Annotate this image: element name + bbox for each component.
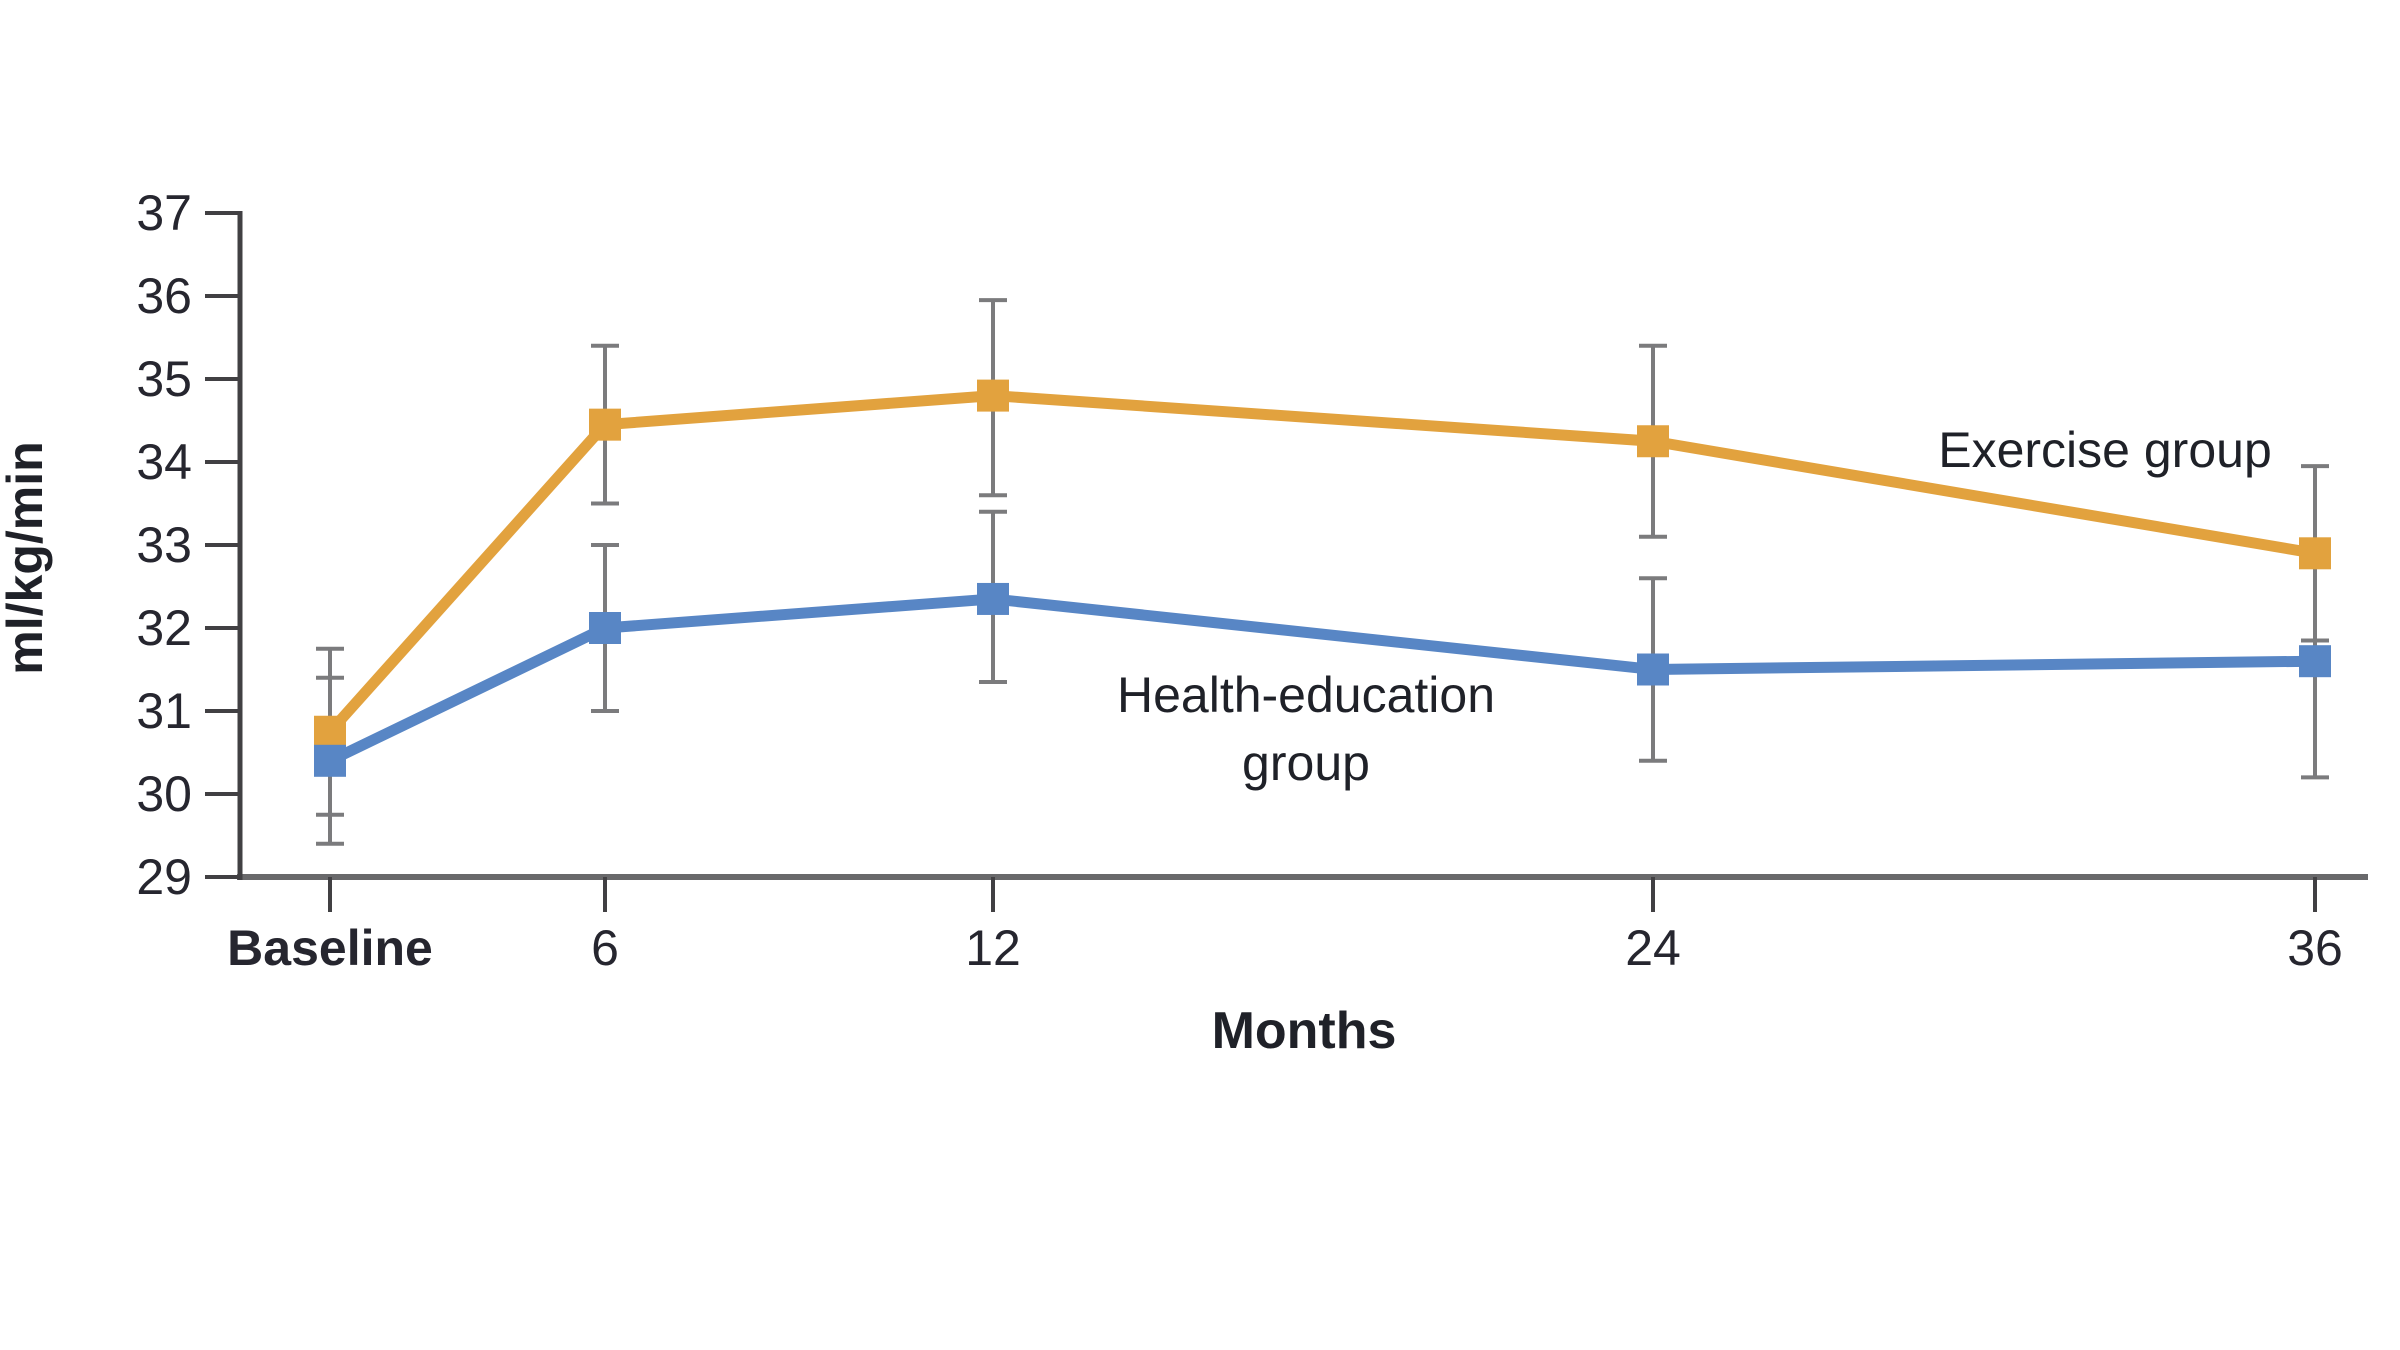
y-tick-label: 32 xyxy=(136,600,192,656)
y-tick-label: 36 xyxy=(136,268,192,324)
x-tick-label: 24 xyxy=(1625,920,1681,976)
annotation-health-education-group: Health-education xyxy=(1117,667,1495,723)
marker-health-education xyxy=(1637,653,1669,686)
y-tick-label: 34 xyxy=(136,434,192,490)
marker-exercise xyxy=(1637,425,1669,458)
marker-exercise xyxy=(2299,537,2331,570)
annotation-exercise-group: Exercise group xyxy=(1938,422,2272,478)
marker-health-education xyxy=(2299,645,2331,678)
y-axis-title: ml/kg/min xyxy=(0,441,53,674)
x-tick-label: 6 xyxy=(591,920,619,976)
y-tick-label: 37 xyxy=(136,185,192,241)
marker-health-education xyxy=(314,744,346,777)
marker-health-education xyxy=(977,582,1009,615)
marker-exercise xyxy=(314,715,346,748)
x-tick-label: 12 xyxy=(965,920,1021,976)
marker-health-education xyxy=(589,612,621,644)
marker-exercise xyxy=(589,408,621,441)
y-tick-label: 29 xyxy=(136,849,192,905)
annotation-health-education-group-line2: group xyxy=(1242,735,1370,791)
y-tick-label: 31 xyxy=(136,683,192,739)
x-axis-title: Months xyxy=(1212,1002,1397,1060)
x-tick-label: Baseline xyxy=(227,920,433,976)
y-tick-label: 33 xyxy=(136,517,192,573)
y-tick-label: 35 xyxy=(136,351,192,407)
x-tick-label: 36 xyxy=(2287,920,2343,976)
marker-exercise xyxy=(977,379,1009,412)
y-tick-label: 30 xyxy=(136,766,192,822)
